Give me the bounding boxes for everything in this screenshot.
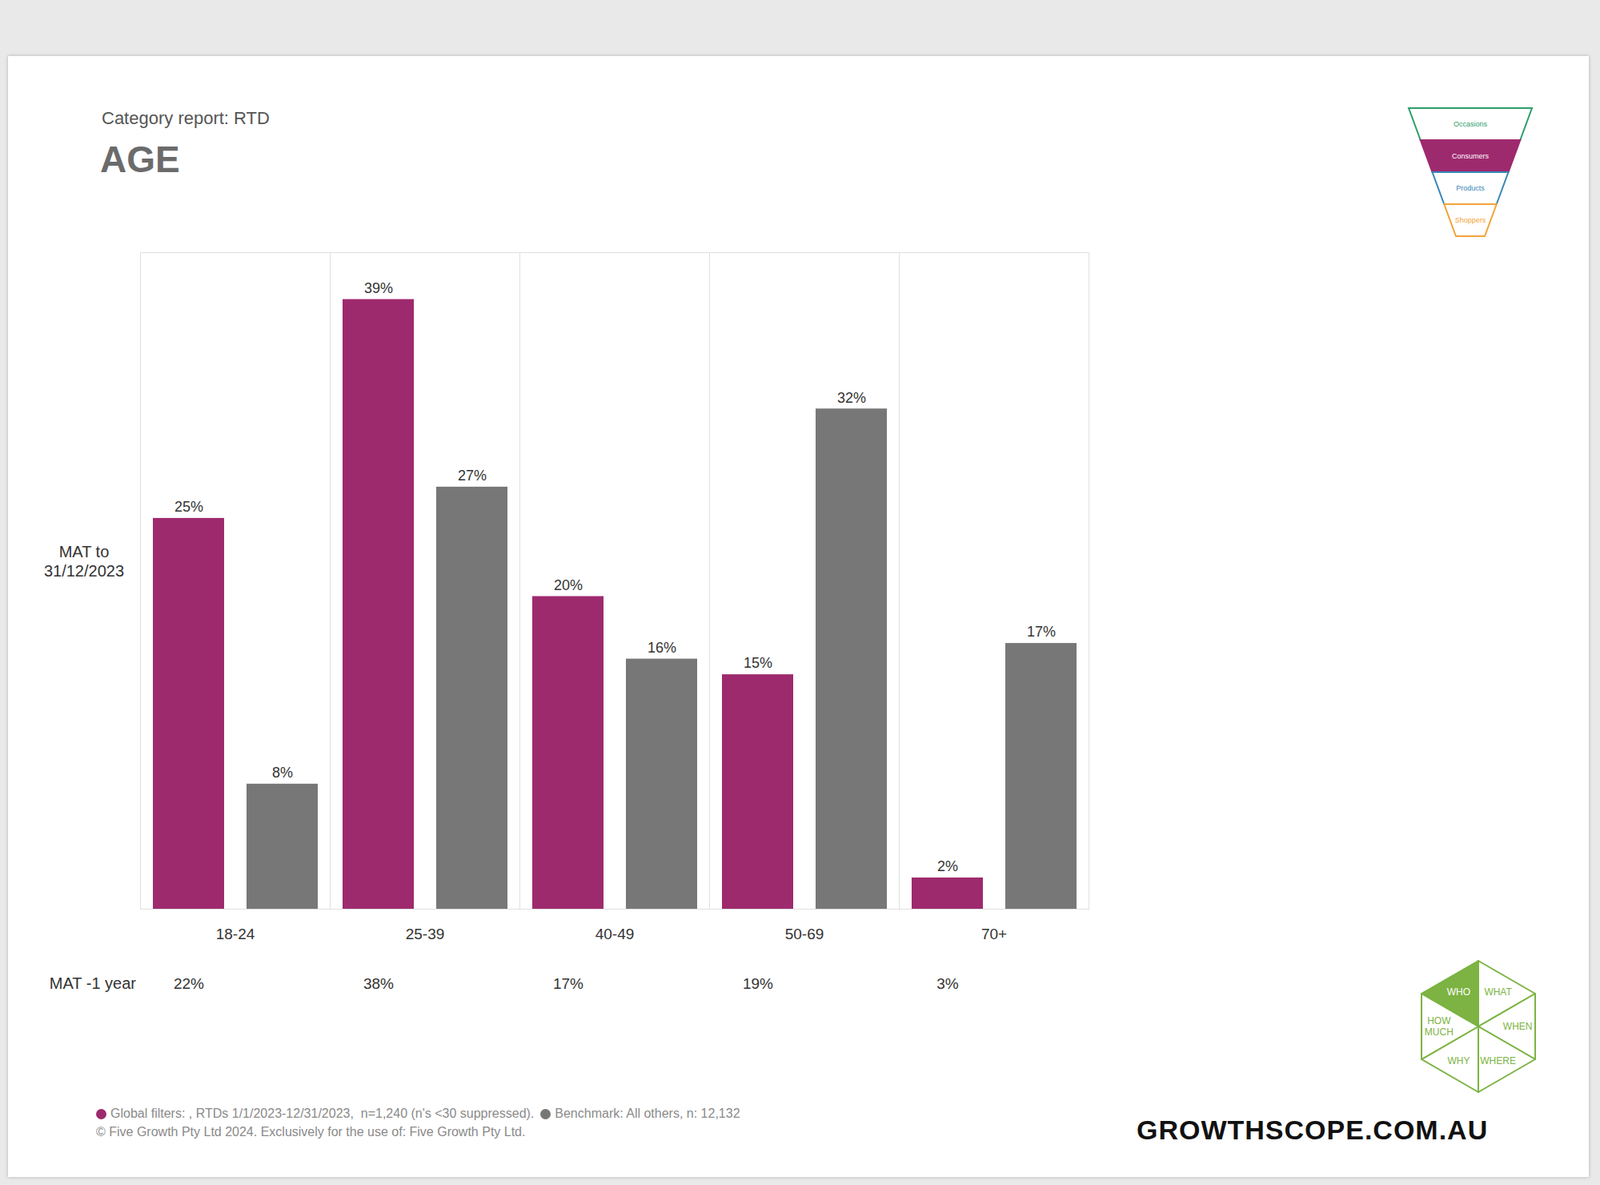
html-text:Category report: RTD: Category report: RTD: [101, 108, 270, 129]
svg-text:27%: 27%: [457, 467, 487, 484]
svg-text:2%: 2%: [937, 858, 959, 875]
svg-text:Occasions: Occasions: [1453, 120, 1488, 129]
svg-text:70+: 70+: [981, 925, 1007, 943]
svg-text:50-69: 50-69: [785, 925, 825, 943]
svg-text:8%: 8%: [272, 764, 293, 781]
svg-text:Shoppers: Shoppers: [1455, 216, 1487, 225]
svg-text:WHO: WHO: [1447, 986, 1471, 998]
svg-text:20%: 20%: [553, 577, 583, 594]
svg-text:32%: 32%: [837, 388, 867, 406]
html-text:© Five Growth Pty Ltd 2024. Ex: © Five Growth Pty Ltd 2024. Exclusively …: [96, 1124, 526, 1139]
svg-text:HOWMUCH: HOWMUCH: [1424, 1014, 1454, 1038]
svg-text:18-24: 18-24: [216, 925, 256, 943]
html-text:MAT -1 year: MAT -1 year: [49, 974, 137, 992]
html-text:Global filters: , RTDs 1/1/202: Global filters: , RTDs 1/1/2023-12/31/20…: [110, 1106, 535, 1120]
svg-text:25%: 25%: [174, 498, 204, 515]
svg-text:39%: 39%: [364, 280, 393, 297]
html-text:Benchmark: All others, n: 12,1: Benchmark: All others, n: 12,132: [554, 1106, 740, 1120]
html-text:AGE: AGE: [100, 138, 180, 181]
svg-text:22%: 22%: [173, 974, 205, 992]
svg-text:15%: 15%: [743, 654, 773, 671]
svg-text:16%: 16%: [647, 639, 677, 656]
svg-text:WHEN: WHEN: [1503, 1020, 1533, 1032]
svg-text:WHAT: WHAT: [1483, 986, 1512, 998]
html-text:MAT to 31/12/2023: MAT to 31/12/2023: [43, 542, 125, 580]
svg-text:3%: 3%: [936, 974, 959, 992]
svg-text:WHY: WHY: [1447, 1054, 1470, 1067]
svg-text:17%: 17%: [553, 974, 584, 992]
svg-text:WHERE: WHERE: [1479, 1054, 1516, 1067]
svg-text:25-39: 25-39: [405, 925, 446, 943]
svg-text:Consumers: Consumers: [1451, 152, 1490, 161]
svg-text:Products: Products: [1455, 184, 1485, 193]
svg-text:19%: 19%: [742, 974, 774, 992]
svg-text:17%: 17%: [1026, 623, 1056, 640]
html-text:GROWTHSCOPE.COM.AU: GROWTHSCOPE.COM.AU: [1136, 1114, 1489, 1145]
svg-text:38%: 38%: [363, 974, 394, 992]
svg-text:40-49: 40-49: [595, 925, 635, 943]
